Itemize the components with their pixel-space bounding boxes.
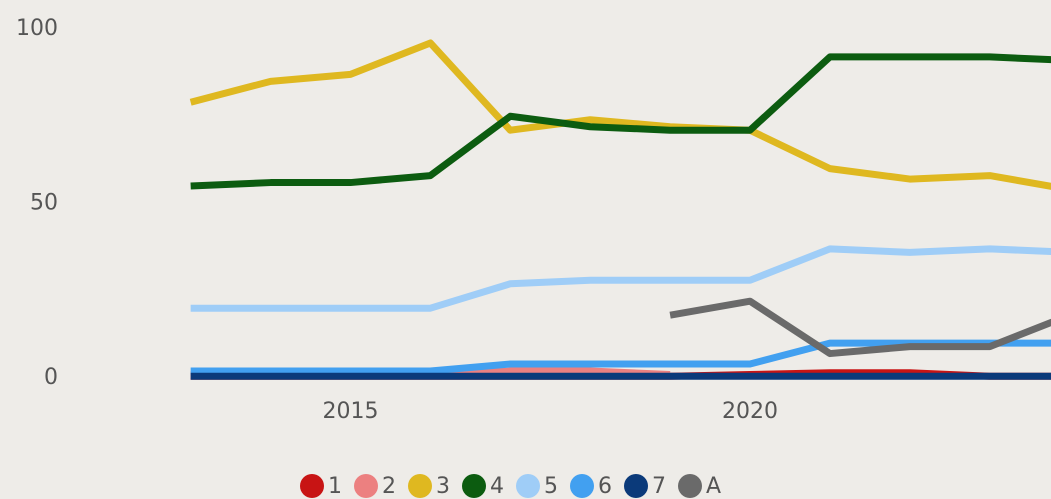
legend-swatch — [354, 474, 378, 498]
legend-label: 1 — [328, 474, 342, 499]
legend-swatch — [516, 474, 540, 498]
legend-label: 2 — [382, 474, 396, 499]
legend-label: 4 — [490, 474, 504, 499]
legend-label: 7 — [652, 474, 666, 499]
legend-swatch — [462, 474, 486, 498]
x-tick-label: 2020 — [722, 399, 778, 424]
legend-label: 3 — [436, 474, 450, 499]
legend-swatch — [300, 474, 324, 498]
legend-swatch — [570, 474, 594, 498]
line — [669, 297, 1051, 358]
line — [190, 53, 1051, 190]
y-tick-label: 100 — [16, 16, 58, 41]
legend-swatch — [624, 474, 648, 498]
line — [189, 39, 1051, 190]
y-tick-label: 50 — [30, 191, 58, 216]
legend-label: A — [706, 474, 721, 499]
legend-label: 5 — [544, 474, 558, 499]
legend-swatch — [678, 474, 702, 498]
legend-swatch — [408, 474, 432, 498]
legend-label: 6 — [598, 474, 612, 499]
x-tick-label: 2015 — [322, 399, 378, 424]
line — [190, 245, 1051, 312]
y-tick-label: 0 — [44, 365, 58, 390]
